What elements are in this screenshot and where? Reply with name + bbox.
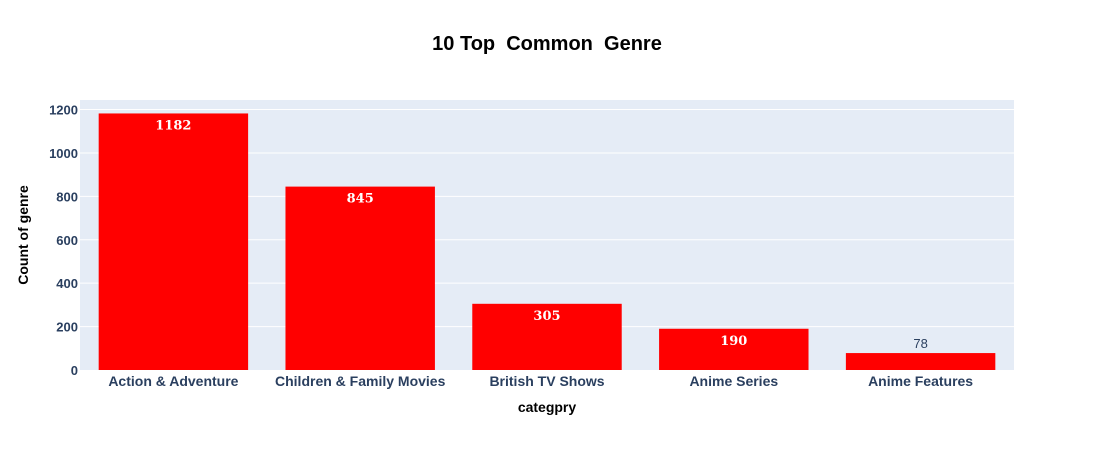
y-tick-label: 1000 bbox=[49, 146, 78, 161]
bar-value-label: 78 bbox=[913, 336, 927, 351]
x-tick-label: Anime Features bbox=[868, 373, 973, 389]
x-tick-label: British TV Shows bbox=[489, 373, 604, 389]
bar-value-label: 845 bbox=[347, 192, 374, 207]
y-axis-ticks: 0 200 400 600 800 1000 1200 bbox=[49, 103, 78, 378]
bar-value-label: 305 bbox=[533, 309, 560, 324]
x-tick-label: Children & Family Movies bbox=[275, 373, 446, 389]
y-tick-label: 1200 bbox=[49, 103, 78, 118]
y-tick-label: 800 bbox=[56, 189, 78, 204]
bar-value-labels: 1182 845 305 190 78 bbox=[155, 118, 928, 351]
y-axis-title: Count of genre bbox=[15, 185, 31, 285]
bar bbox=[845, 353, 996, 370]
bar bbox=[98, 113, 249, 370]
bar bbox=[285, 186, 435, 370]
bar bbox=[659, 328, 809, 370]
y-tick-label: 200 bbox=[56, 320, 78, 335]
x-tick-label: Action & Adventure bbox=[108, 373, 238, 389]
bar-value-label: 1182 bbox=[155, 118, 191, 133]
chart-title: 10 Top Common Genre bbox=[432, 33, 662, 55]
bars bbox=[98, 113, 996, 370]
x-axis-ticks: Action & Adventure Children & Family Movi… bbox=[108, 373, 973, 389]
y-tick-label: 600 bbox=[56, 233, 78, 248]
y-tick-label: 0 bbox=[71, 363, 78, 378]
x-axis-title: categpry bbox=[518, 399, 577, 415]
x-tick-label: Anime Series bbox=[689, 373, 778, 389]
bar bbox=[472, 303, 622, 370]
y-tick-label: 400 bbox=[56, 276, 78, 291]
bar-value-label: 190 bbox=[720, 334, 747, 349]
